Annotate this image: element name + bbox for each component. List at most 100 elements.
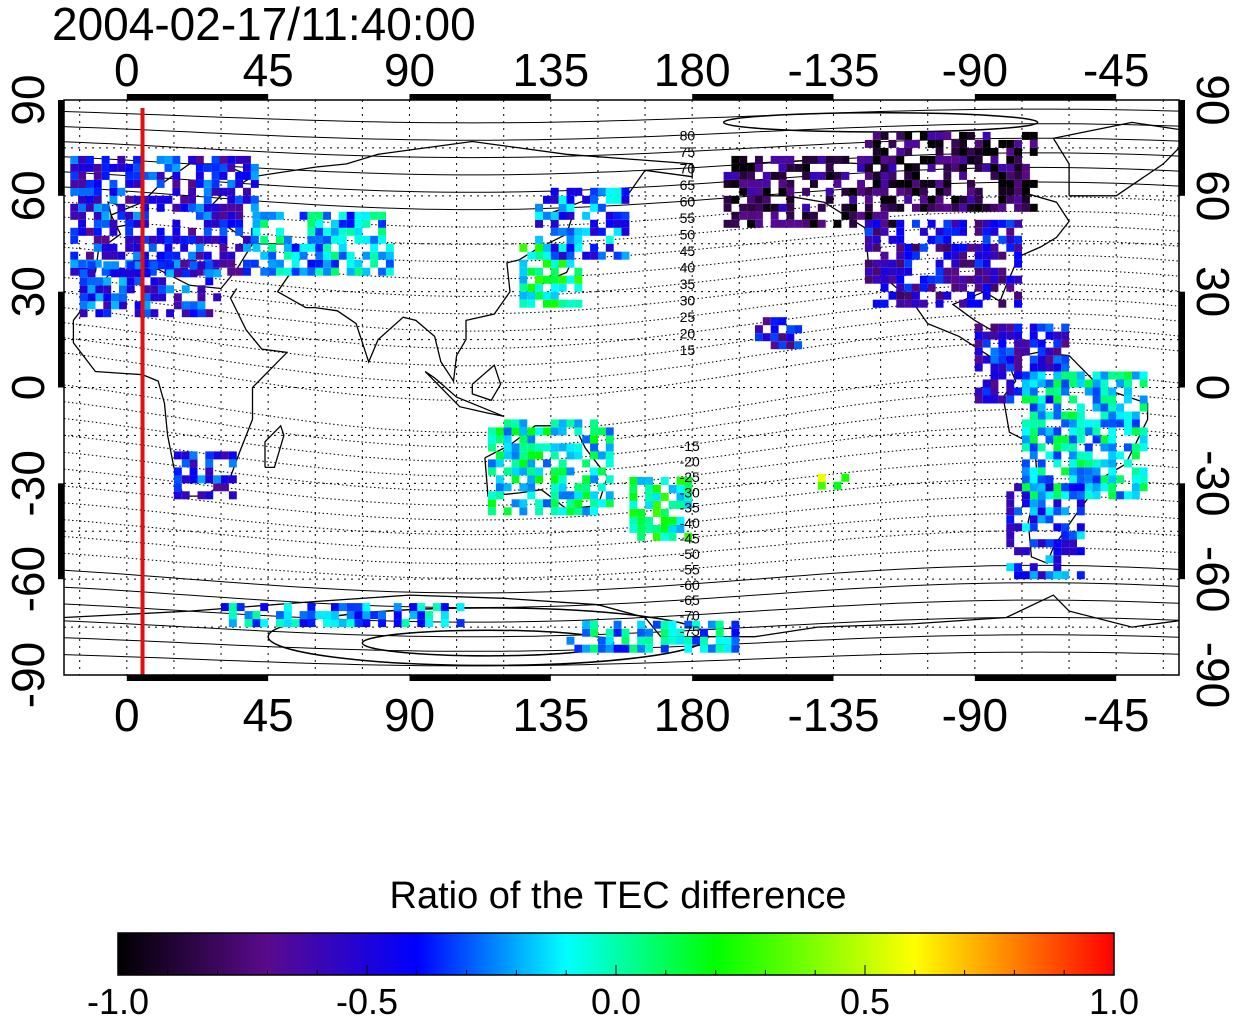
tec-cell: [315, 611, 324, 620]
tec-cell: [315, 251, 324, 260]
tec-cell: [1037, 443, 1046, 452]
tec-cell: [1061, 571, 1070, 580]
tec-cell: [503, 507, 512, 516]
tec-cell: [786, 219, 795, 228]
tec-cell: [93, 219, 102, 228]
tec-cell: [731, 620, 740, 629]
tec-cell: [1029, 363, 1038, 372]
tec-cell: [1006, 187, 1015, 196]
tec-cell: [142, 301, 151, 310]
tec-cell: [1061, 523, 1070, 532]
tec-cell: [998, 219, 1007, 228]
tec-cell: [841, 203, 850, 212]
tec-cell: [260, 219, 269, 228]
tec-cell: [172, 259, 181, 268]
tec-cell: [1076, 419, 1085, 428]
tec-cell: [574, 227, 583, 236]
tec-cell: [959, 283, 967, 292]
tec-cell: [849, 195, 858, 204]
tec-cell: [982, 131, 991, 140]
tec-cell: [519, 467, 528, 476]
tec-cell: [401, 619, 410, 628]
tec-cell: [181, 301, 190, 310]
tec-cell: [880, 283, 889, 292]
tec-cell: [605, 187, 614, 196]
tec-cell: [707, 620, 716, 629]
tec-cell: [692, 636, 701, 645]
tec-cell: [323, 611, 331, 620]
tec-cell: [621, 227, 630, 236]
tec-cell: [794, 163, 803, 172]
tec-cell: [550, 475, 559, 484]
tec-cell: [393, 603, 402, 612]
tec-cell: [211, 187, 220, 196]
tec-cell: [574, 491, 583, 500]
tec-cell: [959, 139, 967, 148]
tec-cell: [1092, 491, 1101, 500]
tec-cell: [974, 267, 983, 276]
tec-cell: [574, 644, 583, 653]
tec-cell: [87, 293, 96, 302]
tec-cell: [1100, 371, 1109, 380]
axis-bar-segment: [974, 675, 1117, 681]
tec-cell: [95, 293, 104, 302]
tec-cell: [637, 516, 646, 525]
tec-cell: [181, 491, 190, 500]
tec-cell: [1006, 235, 1015, 244]
tec-cell: [558, 483, 567, 492]
tec-cell: [221, 603, 229, 612]
tec-cell: [1092, 419, 1101, 428]
tec-cell: [1100, 411, 1109, 420]
tec-cell: [590, 620, 598, 629]
tec-cell: [527, 491, 536, 500]
tec-cell: [833, 219, 842, 228]
tec-cell: [172, 179, 181, 188]
tec-cell: [543, 211, 551, 220]
tec-cell: [951, 163, 960, 172]
tec-cell: [590, 419, 598, 428]
tec-cell: [1006, 515, 1015, 524]
tec-cell: [660, 476, 669, 485]
tec-cell: [880, 299, 889, 308]
tec-cell: [794, 219, 803, 228]
tec-cell: [488, 427, 496, 436]
tec-cell: [896, 203, 905, 212]
tec-cell: [488, 491, 496, 500]
tec-cell: [1069, 411, 1077, 420]
tec-cell: [652, 620, 661, 629]
tec-cell: [1069, 483, 1077, 492]
axis-bar-segment: [1179, 483, 1185, 580]
tec-cell: [101, 211, 110, 220]
tec-cell: [990, 267, 999, 276]
tec-cell: [550, 267, 559, 276]
tec-cell: [629, 492, 638, 501]
tec-cell: [362, 219, 371, 228]
tec-cell: [93, 163, 102, 172]
tec-cell: [943, 131, 952, 140]
tec-cell: [550, 451, 559, 460]
tec-cell: [684, 500, 693, 509]
tec-cell: [1029, 139, 1038, 148]
tec-cell: [1076, 467, 1085, 476]
tec-cell: [1061, 411, 1070, 420]
tec-cell: [1022, 379, 1030, 388]
tec-cell: [943, 171, 952, 180]
tec-cell: [1029, 483, 1038, 492]
tec-cell: [133, 155, 141, 164]
tec-cell: [959, 227, 967, 236]
contour-line: [64, 123, 1179, 141]
tec-cell: [841, 473, 850, 482]
tec-cell: [668, 524, 677, 533]
tec-cell: [519, 451, 528, 460]
tec-cell: [1037, 467, 1046, 476]
tec-cell: [1139, 371, 1148, 380]
tec-cell: [880, 259, 889, 268]
tec-cell: [133, 251, 141, 260]
tec-cell: [1029, 523, 1038, 532]
tec-cell: [841, 211, 850, 220]
tec-cell: [880, 267, 889, 276]
tec-cell: [872, 259, 881, 268]
tec-cell: [1108, 483, 1117, 492]
tec-cell: [1100, 475, 1109, 484]
